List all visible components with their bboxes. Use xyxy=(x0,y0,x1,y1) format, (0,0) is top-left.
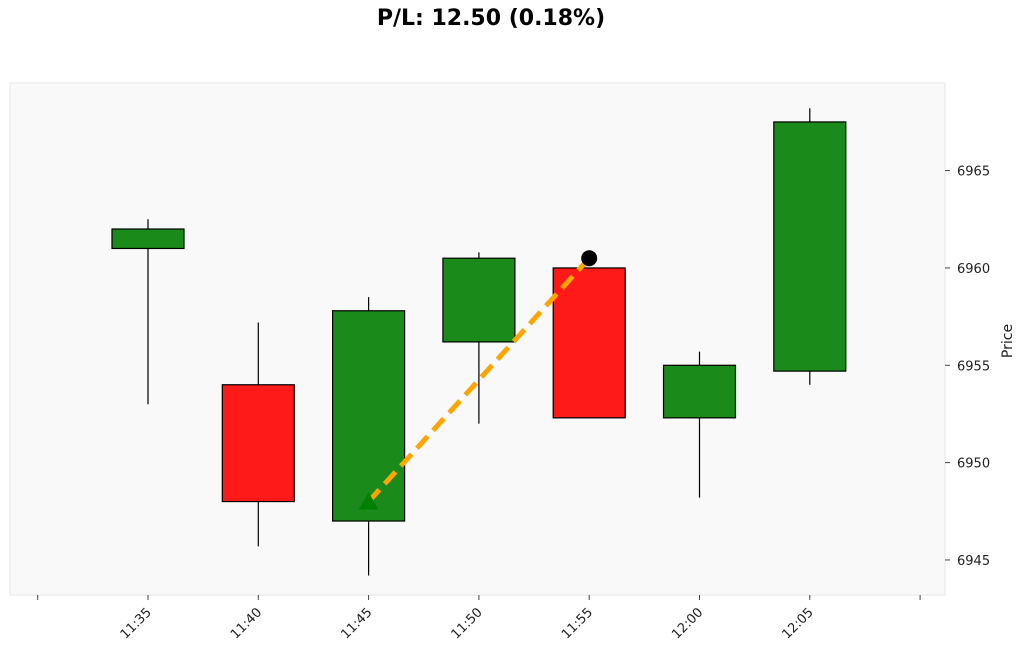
candle-1140 xyxy=(221,322,295,547)
candle-body xyxy=(662,364,737,419)
y-tick-label: 6950 xyxy=(957,457,990,472)
candle-body xyxy=(111,228,185,250)
exit-marker xyxy=(581,250,598,267)
chart-title: P/L: 12.50 (0.18%) xyxy=(376,6,606,31)
y-tick-label: 6960 xyxy=(957,262,990,277)
y-axis: 6945 6950 6955 6960 6965 xyxy=(945,165,990,569)
entry-marker xyxy=(358,492,379,510)
x-tick-label: 11:40 xyxy=(228,605,265,642)
x-tick-label: 12:05 xyxy=(780,605,817,642)
y-axis-label: Price xyxy=(1000,324,1016,358)
x-tick-label: 11:55 xyxy=(559,605,596,642)
x-tick-label: 11:45 xyxy=(338,605,375,642)
candle-body xyxy=(773,121,847,372)
candle-body xyxy=(552,267,626,419)
candle-1150 xyxy=(442,252,516,424)
trade-line xyxy=(366,256,592,504)
candle-1145 xyxy=(332,297,406,576)
x-tick-label: 12:00 xyxy=(669,605,706,642)
x-tick-label: 11:35 xyxy=(118,605,155,642)
candle-body xyxy=(442,257,516,343)
candle-1200 xyxy=(662,351,737,498)
x-tick-label: 11:50 xyxy=(449,605,486,642)
candle-1205 xyxy=(773,108,847,385)
candle-1155 xyxy=(552,267,626,419)
y-tick-label: 6965 xyxy=(957,165,990,180)
x-axis: 11:35 11:40 11:45 11:50 11:55 12:00 12:05 xyxy=(37,595,921,642)
y-tick-label: 6955 xyxy=(957,359,990,374)
candle-body xyxy=(332,310,406,522)
trade-layer xyxy=(358,250,598,510)
candles-layer xyxy=(111,108,847,576)
candle-1135 xyxy=(111,219,185,405)
candle-body xyxy=(221,384,295,503)
y-tick-label: 6945 xyxy=(957,554,990,569)
